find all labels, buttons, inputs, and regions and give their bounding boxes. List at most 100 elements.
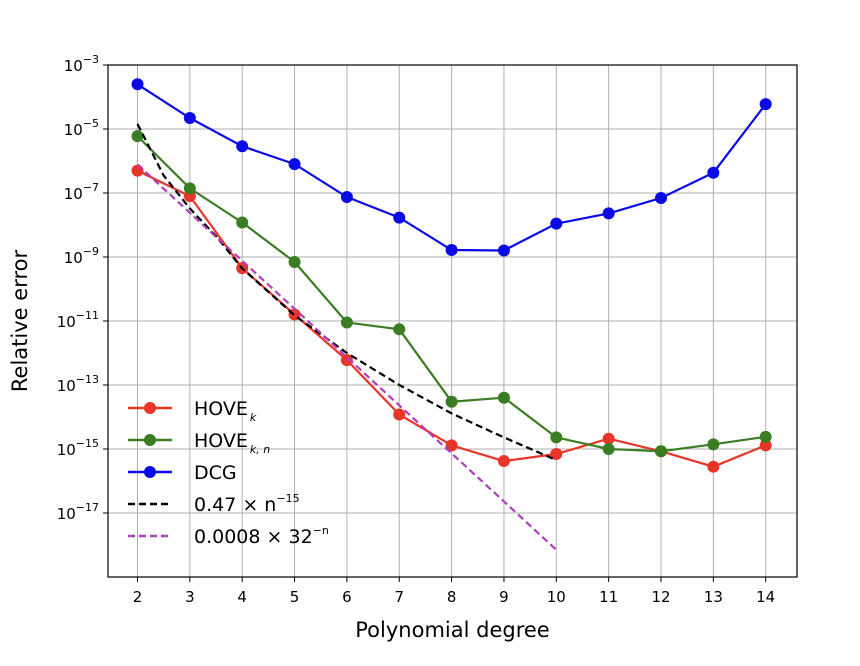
data-point <box>445 439 458 452</box>
y-tick-label: 10−15 <box>57 437 99 459</box>
series-line <box>136 163 558 551</box>
y-tick-base: 10 <box>64 57 83 75</box>
data-point <box>497 391 510 404</box>
legend-marker <box>144 434 156 446</box>
y-tick-base: 10 <box>57 313 76 331</box>
legend-item: DCG <box>128 462 237 484</box>
data-point <box>393 408 406 421</box>
x-tick-label: 14 <box>756 588 775 606</box>
data-point <box>288 255 301 268</box>
series-line <box>136 123 557 462</box>
data-point <box>602 443 615 455</box>
data-point <box>497 455 510 468</box>
legend-marker <box>144 466 156 478</box>
data-point <box>340 354 353 367</box>
y-tick-label: 10−3 <box>64 53 99 75</box>
data-point <box>340 316 353 329</box>
y-tick-label: 10−7 <box>64 181 99 203</box>
x-tick-label: 8 <box>447 588 457 606</box>
y-tick-exponent: −17 <box>76 501 99 514</box>
legend-name: HOVE <box>194 430 248 452</box>
data-point <box>550 217 563 230</box>
y-tick-exponent: −7 <box>83 181 99 194</box>
data-point <box>131 164 144 177</box>
y-tick-base: 10 <box>64 249 83 267</box>
y-tick-exponent: −15 <box>76 437 99 450</box>
y-tick-base: 10 <box>64 185 83 203</box>
x-tick-label: 3 <box>185 588 195 606</box>
legend-label: HOVE k, n <box>194 430 270 456</box>
data-point <box>131 78 144 91</box>
y-tick-exponent: −13 <box>76 373 99 386</box>
data-point <box>550 447 563 460</box>
x-tick-label: 10 <box>547 588 566 606</box>
data-point <box>236 216 249 229</box>
data-point <box>445 395 458 408</box>
y-tick-label: 10−11 <box>57 309 99 331</box>
y-tick-base: 10 <box>64 121 83 139</box>
x-tick-label: 2 <box>133 588 143 606</box>
x-tick-label: 9 <box>499 588 509 606</box>
x-tick-label: 11 <box>599 588 618 606</box>
x-tick-label: 13 <box>704 588 723 606</box>
legend-label: 0.0008 × 32−n <box>194 524 329 548</box>
y-tick-base: 10 <box>57 505 76 523</box>
legend-name: 0.47 × n <box>194 494 276 516</box>
legend-superscript: −n <box>313 524 329 537</box>
y-tick-label: 10−5 <box>64 117 99 139</box>
data-point <box>602 432 615 445</box>
y-tick-label: 10−9 <box>64 245 99 267</box>
legend-superscript: −15 <box>276 492 299 505</box>
data-point <box>236 140 249 153</box>
data-point <box>497 244 510 257</box>
y-tick-base: 10 <box>57 441 76 459</box>
series-1 <box>131 130 772 458</box>
y-tick-exponent: −3 <box>83 53 99 66</box>
series-2 <box>131 78 772 257</box>
data-point <box>759 98 772 111</box>
legend-item: 0.47 × n−15 <box>128 492 300 516</box>
x-tick-label: 12 <box>651 588 670 606</box>
data-point <box>183 182 196 195</box>
data-point <box>131 130 144 143</box>
legend-label: 0.47 × n−15 <box>194 492 300 516</box>
y-tick-exponent: −9 <box>83 245 99 258</box>
legend-name: DCG <box>194 462 237 484</box>
data-point <box>288 158 301 171</box>
legend-name: 0.0008 × 32 <box>194 526 313 548</box>
data-point <box>602 207 615 220</box>
data-point <box>550 431 563 444</box>
axis-ticks: 2 3 4 5 6 7 8 9 10 11 12 13 1410−310−510−710−910−111… <box>57 53 776 606</box>
legend-marker <box>144 402 156 414</box>
data-point <box>655 191 667 204</box>
x-tick-label: 7 <box>394 588 404 606</box>
data-point <box>393 211 406 224</box>
legend-label: HOVE k <box>194 398 257 424</box>
data-point <box>445 244 458 257</box>
x-axis-title: Polynomial degree <box>355 618 549 642</box>
legend-name: HOVE <box>194 398 248 420</box>
y-tick-label: 10−17 <box>57 501 99 523</box>
legend-subscript: k, n <box>250 443 270 456</box>
x-tick-label: 6 <box>342 588 352 606</box>
legend-item: HOVE k <box>128 398 257 424</box>
y-axis-title: Relative error <box>8 250 32 393</box>
legend-item: HOVE k, n <box>128 430 270 456</box>
data-point <box>707 438 720 451</box>
data-point <box>183 112 196 125</box>
data-point <box>759 439 772 452</box>
y-tick-base: 10 <box>57 377 76 395</box>
legend-subscript: k <box>250 411 257 424</box>
plot-series <box>131 78 772 551</box>
legend-item: 0.0008 × 32−n <box>128 524 329 548</box>
series-4 <box>136 163 558 551</box>
data-point <box>340 190 353 203</box>
data-point <box>655 445 667 458</box>
data-point <box>393 323 406 336</box>
data-point <box>707 166 720 179</box>
y-tick-exponent: −11 <box>76 309 99 322</box>
x-tick-label: 5 <box>290 588 300 606</box>
series-3 <box>136 123 557 462</box>
